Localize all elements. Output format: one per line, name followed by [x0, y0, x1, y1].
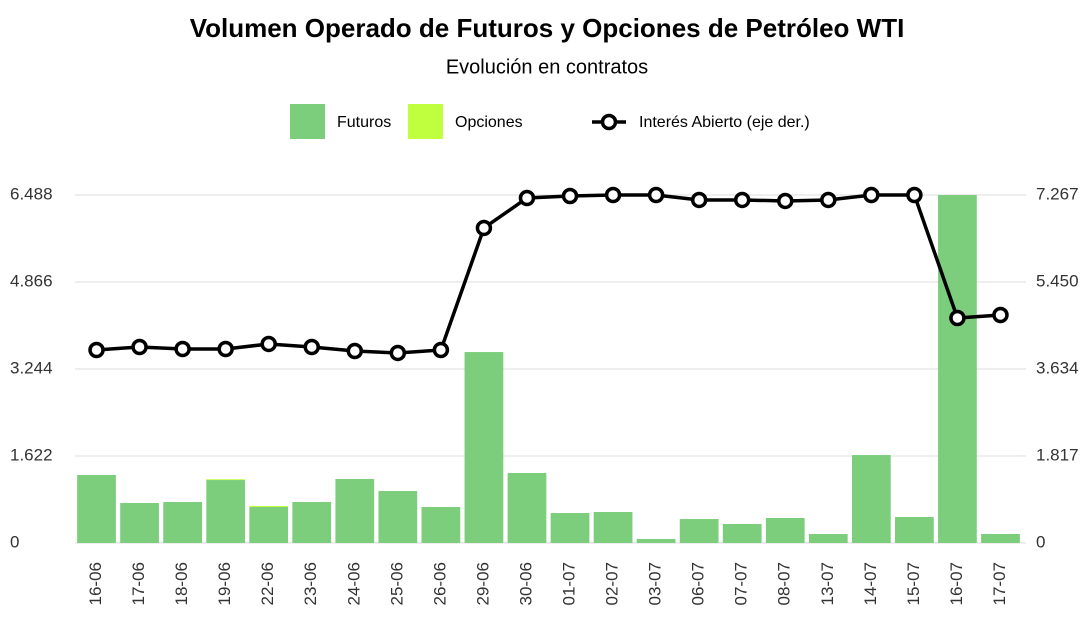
bar — [421, 507, 461, 543]
y-tick-label: 6.488 — [10, 184, 53, 203]
bar — [292, 502, 332, 543]
x-tick-label: 16-07 — [947, 562, 966, 605]
line-point — [88, 341, 105, 359]
x-tick-label: 08-07 — [775, 562, 794, 605]
chart-title: Volumen Operado de Futuros y Opciones de… — [190, 13, 905, 43]
line-point — [906, 186, 923, 204]
line-point — [949, 309, 966, 327]
x-tick-label: 25-06 — [387, 562, 406, 605]
line-point — [820, 191, 837, 209]
line-point — [217, 340, 234, 358]
line-point — [733, 191, 751, 209]
bar — [249, 505, 289, 508]
bar — [249, 507, 289, 543]
bar — [593, 511, 633, 543]
legend-swatch — [408, 104, 443, 139]
x-tick-label: 02-07 — [603, 562, 622, 605]
bar — [636, 538, 676, 543]
legend-swatch — [290, 104, 325, 139]
bar — [722, 524, 762, 543]
line-point — [777, 192, 794, 210]
line-point — [518, 189, 536, 207]
x-tick-label: 15-07 — [904, 562, 923, 605]
bar — [981, 533, 1020, 543]
x-tick-label: 06-07 — [689, 562, 708, 605]
line-point — [432, 341, 450, 359]
y2-tick-label: 5.450 — [1036, 271, 1079, 290]
line-point — [475, 219, 493, 237]
legend-label: Opciones — [455, 114, 523, 131]
y-tick-label: 0 — [10, 532, 19, 551]
chart-subtitle: Evolución en contratos — [446, 56, 648, 78]
x-tick-label: 24-06 — [344, 562, 363, 605]
y2-tick-label: 3.634 — [1036, 358, 1079, 377]
bar — [895, 516, 934, 543]
bar — [679, 519, 719, 543]
line-point — [647, 186, 665, 204]
y2-tick-label: 1.817 — [1036, 445, 1079, 464]
line-point — [690, 191, 708, 209]
x-tick-label: 29-06 — [473, 562, 492, 605]
line-point — [131, 338, 148, 356]
legend-label: Interés Abierto (eje der.) — [639, 114, 810, 131]
x-tick-label: 14-07 — [861, 562, 880, 605]
legend-marker — [600, 113, 618, 131]
x-tick-label: 07-07 — [732, 562, 751, 605]
x-tick-label: 26-06 — [430, 562, 449, 605]
x-tick-label: 13-07 — [818, 562, 837, 605]
line-point — [303, 338, 320, 356]
x-tick-label: 23-06 — [301, 562, 320, 605]
bar — [77, 474, 116, 543]
line-point — [260, 335, 277, 353]
bar — [378, 491, 418, 543]
x-tick-label: 18-06 — [172, 562, 191, 605]
x-tick-label: 30-06 — [516, 562, 535, 605]
x-tick-label: 01-07 — [560, 562, 579, 605]
x-tick-label: 17-06 — [129, 562, 148, 605]
bar — [507, 473, 547, 543]
y-tick-label: 3.244 — [10, 358, 53, 377]
line-point — [604, 186, 622, 204]
bar — [851, 455, 891, 543]
bar — [765, 518, 805, 543]
bar — [206, 480, 246, 543]
x-tick-label: 22-06 — [258, 562, 277, 605]
line-point — [346, 342, 364, 360]
bar — [464, 352, 504, 543]
bar — [335, 479, 375, 543]
bar — [120, 502, 159, 543]
bar — [163, 502, 202, 543]
bar — [938, 195, 977, 543]
x-tick-label: 03-07 — [646, 562, 665, 605]
bar — [550, 513, 590, 543]
y2-tick-label: 0 — [1036, 532, 1045, 551]
y-tick-label: 1.622 — [10, 445, 53, 464]
bar — [206, 479, 246, 481]
x-tick-label: 16-06 — [86, 562, 105, 605]
line-point — [561, 187, 579, 205]
x-tick-label: 17-07 — [990, 562, 1009, 605]
bar — [808, 533, 848, 543]
line-point — [992, 306, 1009, 324]
line — [96, 193, 1001, 355]
y-tick-label: 4.866 — [10, 271, 53, 290]
x-tick-label: 19-06 — [215, 562, 234, 605]
y2-tick-label: 7.267 — [1036, 184, 1079, 203]
line-point — [389, 344, 407, 362]
line-point — [174, 340, 191, 358]
legend-label: Futuros — [337, 114, 391, 131]
line-point — [863, 186, 880, 204]
